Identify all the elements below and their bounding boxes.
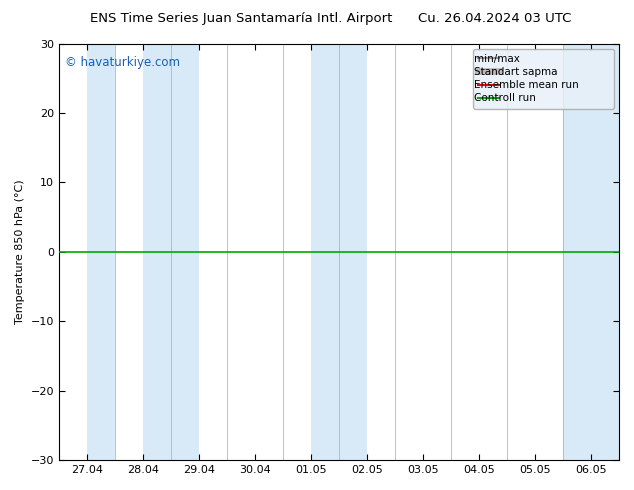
Y-axis label: Temperature 850 hPa (°C): Temperature 850 hPa (°C) (15, 179, 25, 324)
Bar (311, 44, 367, 460)
Legend: min/max, Standart sapma, Ensemble mean run, Controll run: min/max, Standart sapma, Ensemble mean r… (472, 49, 614, 108)
Text: ENS Time Series Juan Santamaría Intl. Airport: ENS Time Series Juan Santamaría Intl. Ai… (90, 12, 392, 25)
Text: Cu. 26.04.2024 03 UTC: Cu. 26.04.2024 03 UTC (418, 12, 571, 25)
Bar (143, 44, 199, 460)
Text: © havaturkiye.com: © havaturkiye.com (65, 56, 179, 69)
Bar (87, 44, 115, 460)
Bar (563, 44, 619, 460)
